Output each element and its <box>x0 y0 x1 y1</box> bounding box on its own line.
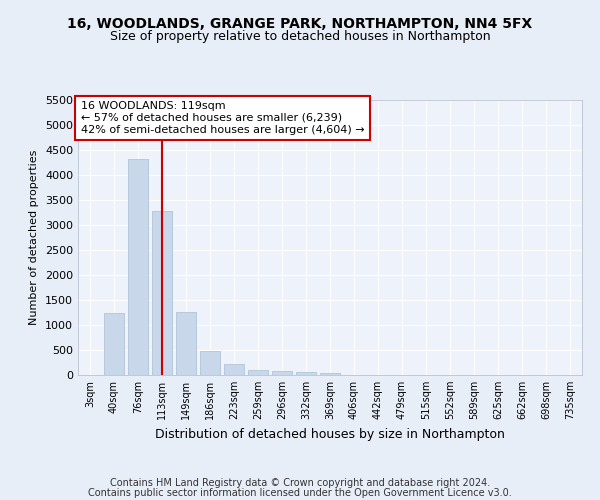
Bar <box>272 371 292 375</box>
Bar <box>104 312 124 375</box>
Bar <box>224 364 244 375</box>
Text: Contains HM Land Registry data © Crown copyright and database right 2024.: Contains HM Land Registry data © Crown c… <box>110 478 490 488</box>
Bar <box>296 372 316 375</box>
X-axis label: Distribution of detached houses by size in Northampton: Distribution of detached houses by size … <box>155 428 505 440</box>
Bar <box>176 312 196 375</box>
Y-axis label: Number of detached properties: Number of detached properties <box>29 150 40 325</box>
Bar <box>248 370 268 375</box>
Text: 16, WOODLANDS, GRANGE PARK, NORTHAMPTON, NN4 5FX: 16, WOODLANDS, GRANGE PARK, NORTHAMPTON,… <box>67 18 533 32</box>
Bar <box>200 350 220 375</box>
Text: Contains public sector information licensed under the Open Government Licence v3: Contains public sector information licen… <box>88 488 512 498</box>
Bar <box>128 159 148 375</box>
Bar <box>320 373 340 375</box>
Text: 16 WOODLANDS: 119sqm
← 57% of detached houses are smaller (6,239)
42% of semi-de: 16 WOODLANDS: 119sqm ← 57% of detached h… <box>80 102 364 134</box>
Text: Size of property relative to detached houses in Northampton: Size of property relative to detached ho… <box>110 30 490 43</box>
Bar <box>152 210 172 375</box>
